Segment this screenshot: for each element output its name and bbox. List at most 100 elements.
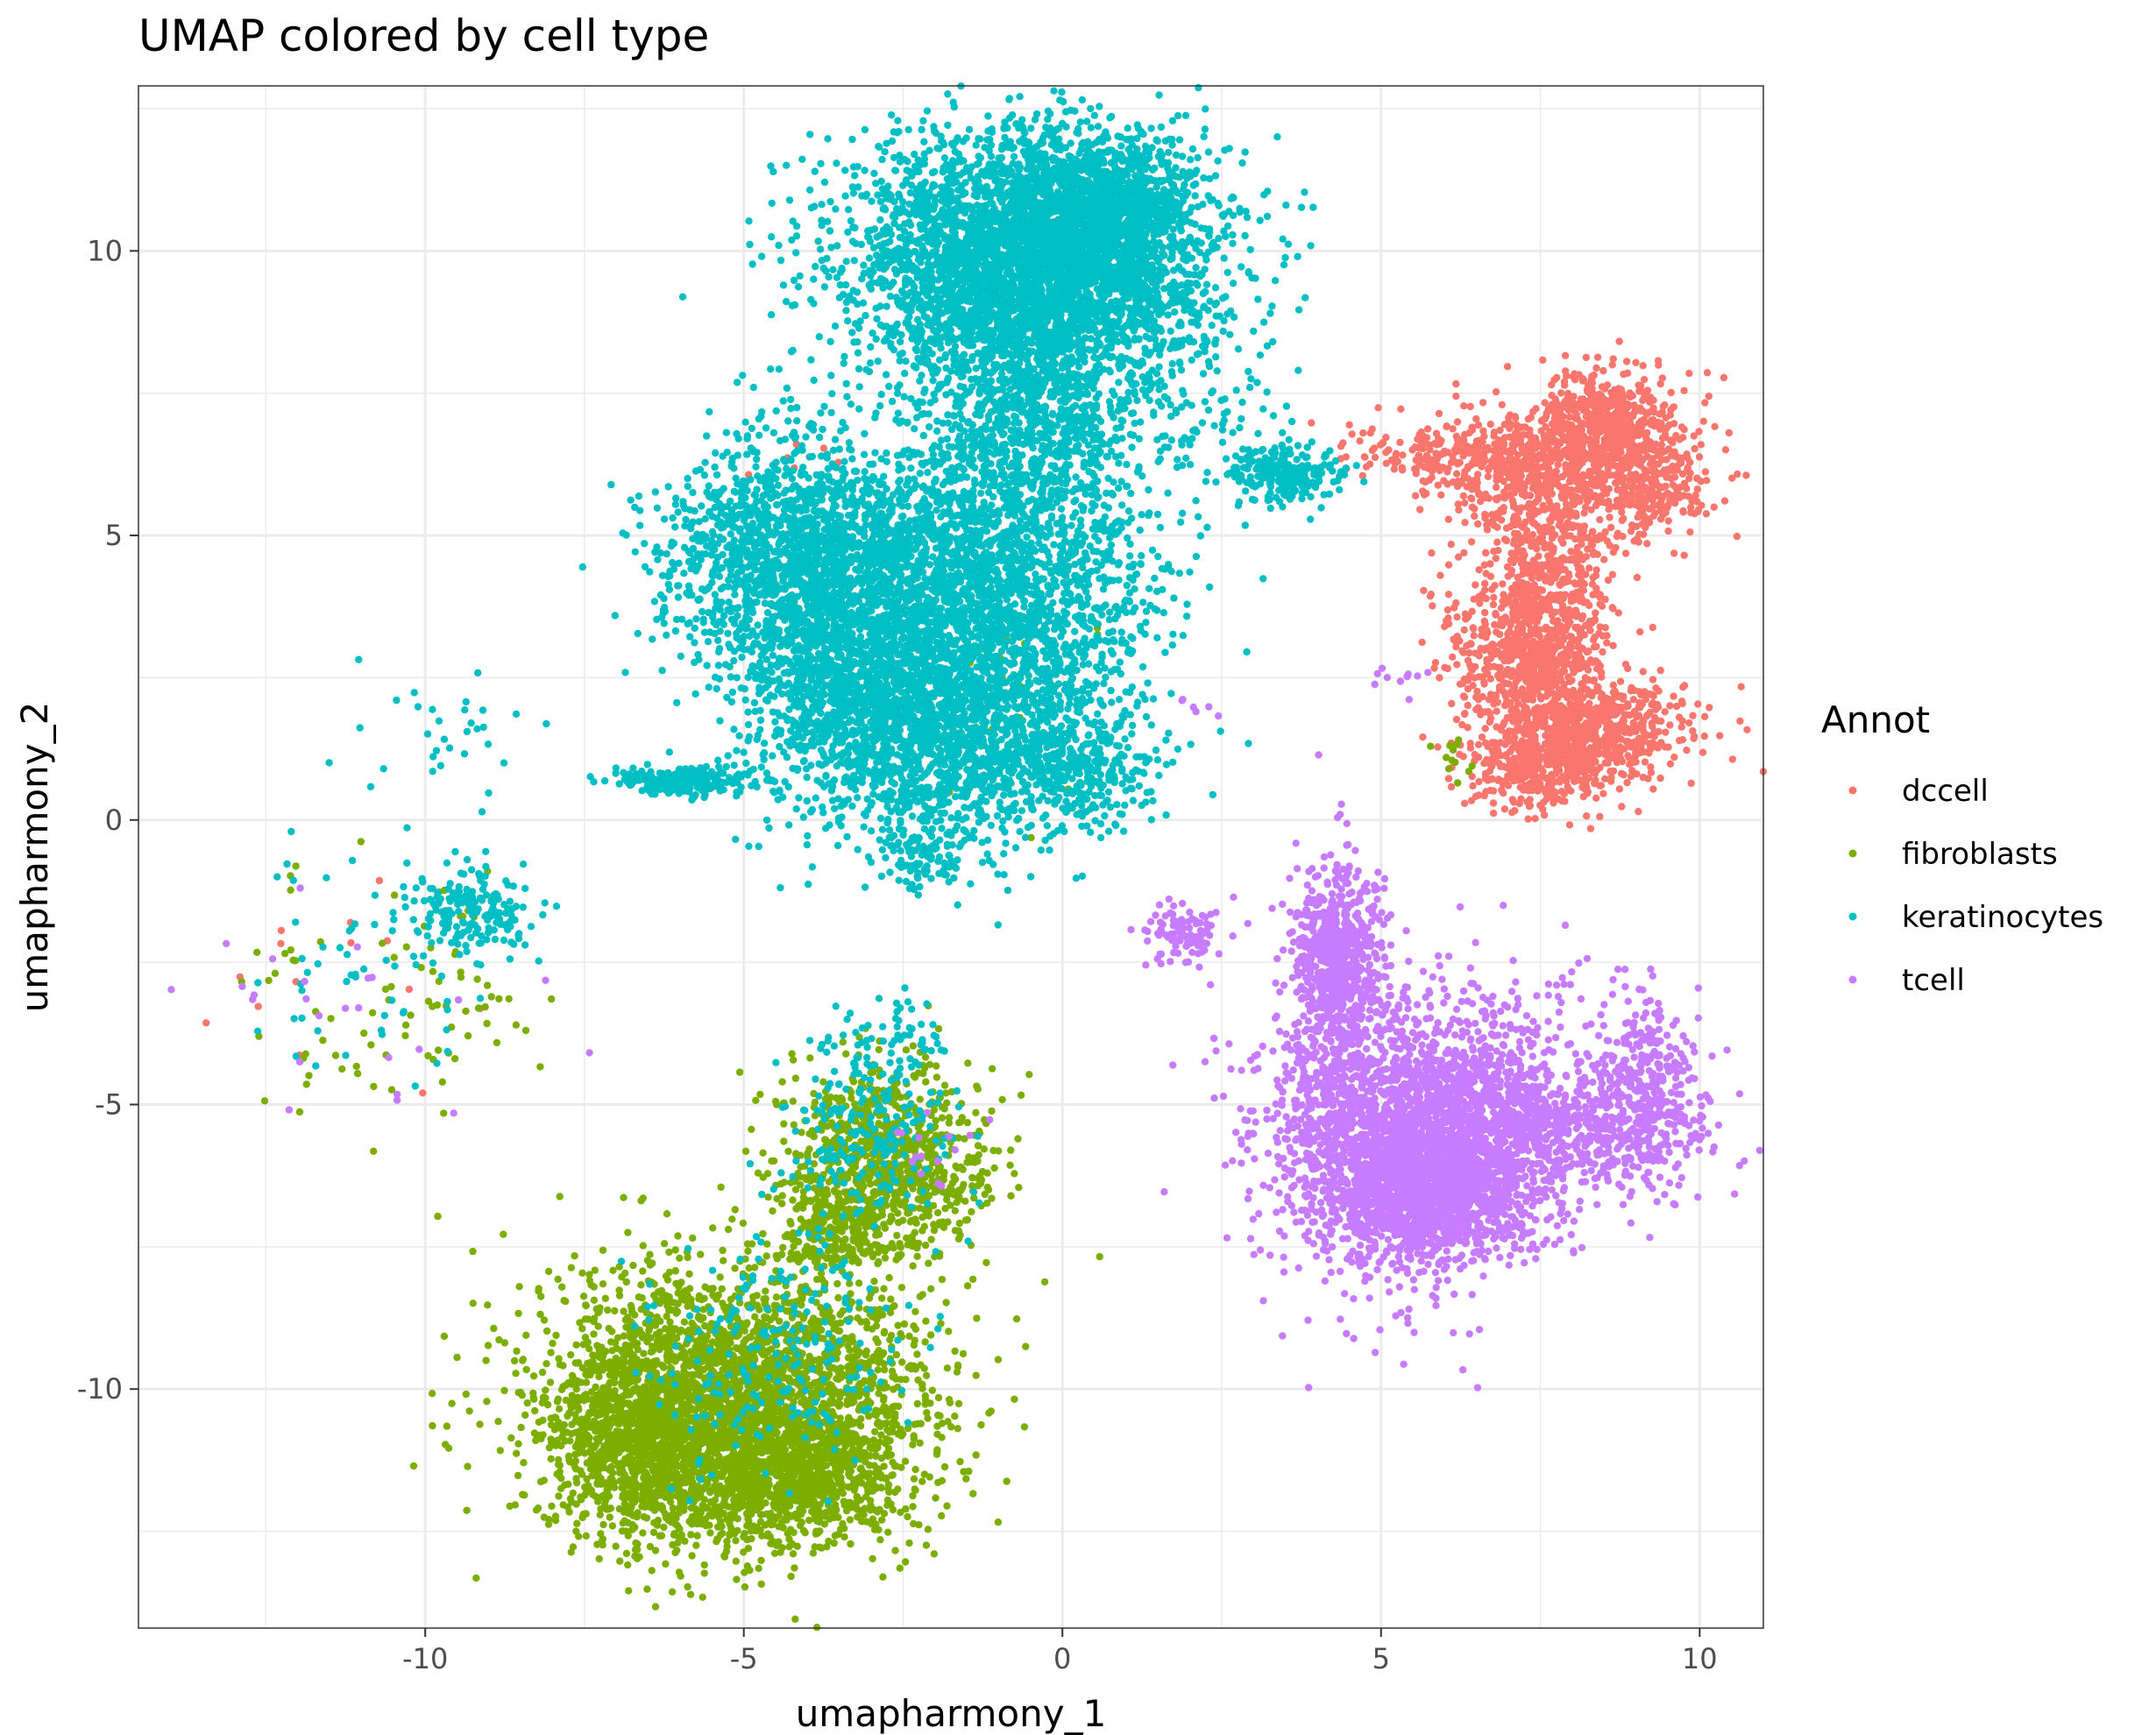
point-fibroblasts: [578, 1269, 586, 1278]
point-dccell: [1542, 692, 1550, 700]
point-dccell: [1649, 502, 1657, 511]
point-dccell: [1592, 571, 1600, 579]
point-dccell: [1569, 499, 1577, 507]
point-dccell: [1626, 393, 1635, 401]
point-fibroblasts: [938, 1512, 946, 1520]
point-dccell: [1508, 809, 1516, 817]
point-dccell: [1526, 796, 1534, 804]
point-dccell: [1639, 362, 1647, 370]
point-dccell: [1543, 409, 1550, 417]
point-dccell: [1548, 381, 1556, 389]
point-dccell: [1513, 581, 1521, 590]
point-dccell: [1475, 652, 1484, 660]
point-dccell: [1593, 683, 1601, 690]
point-dccell: [1685, 719, 1693, 727]
point-dccell: [1513, 706, 1521, 714]
point-fibroblasts: [927, 1285, 935, 1293]
point-dccell: [1490, 428, 1499, 436]
point-dccell: [1430, 457, 1438, 466]
point-dccell: [1555, 521, 1564, 529]
point-dccell: [1565, 413, 1574, 421]
point-dccell: [1449, 478, 1457, 486]
point-dccell: [1493, 663, 1502, 671]
point-dccell: [1656, 515, 1665, 523]
point-dccell: [1504, 641, 1512, 648]
point-dccell: [1481, 511, 1490, 519]
point-dccell: [1677, 423, 1686, 431]
point-dccell: [1683, 747, 1691, 754]
point-dccell: [1460, 710, 1469, 719]
point-dccell: [1607, 777, 1615, 785]
point-fibroblasts: [945, 1328, 953, 1335]
point-dccell: [1493, 509, 1501, 518]
point-dccell: [1419, 477, 1427, 485]
point-fibroblasts: [676, 1254, 684, 1263]
point-dccell: [1549, 648, 1557, 656]
point-dccell: [1548, 392, 1556, 400]
point-dccell: [1605, 734, 1613, 742]
point-fibroblasts: [469, 1247, 477, 1256]
point-dccell: [1541, 811, 1549, 819]
point-dccell: [1599, 366, 1607, 375]
point-dccell: [1487, 755, 1495, 763]
point-dccell: [1505, 456, 1513, 464]
point-fibroblasts: [1011, 1395, 1018, 1404]
point-dccell: [1611, 725, 1619, 733]
point-dccell: [1467, 538, 1476, 546]
point-dccell: [1487, 649, 1495, 657]
point-dccell: [1635, 734, 1644, 742]
point-dccell: [1499, 580, 1507, 588]
point-fibroblasts: [548, 1502, 556, 1511]
point-dccell: [1471, 505, 1479, 513]
point-dccell: [1527, 466, 1535, 474]
point-dccell: [1578, 374, 1586, 383]
point-dccell: [1459, 753, 1467, 761]
point-dccell: [1541, 649, 1550, 657]
point-fibroblasts: [833, 1320, 840, 1328]
point-dccell: [1591, 634, 1599, 641]
point-dccell: [1652, 683, 1660, 692]
point-dccell: [1486, 560, 1494, 568]
point-dccell: [1532, 455, 1541, 463]
point-dccell: [1677, 723, 1685, 731]
point-fibroblasts: [429, 1421, 436, 1430]
point-fibroblasts: [871, 1427, 879, 1436]
point-dccell: [1672, 452, 1680, 460]
point-dccell: [1524, 668, 1532, 676]
point-dccell: [1502, 492, 1510, 500]
point-dccell: [1632, 725, 1640, 733]
point-dccell: [1575, 551, 1583, 559]
point-dccell: [1553, 711, 1561, 719]
point-fibroblasts: [639, 1242, 647, 1250]
point-dccell: [1591, 715, 1599, 724]
point-dccell: [1543, 491, 1551, 499]
point-dccell: [1397, 405, 1405, 413]
point-dccell: [1474, 696, 1483, 704]
point-dccell: [1603, 639, 1611, 647]
point-fibroblasts: [513, 1347, 521, 1356]
point-dccell: [1573, 493, 1581, 501]
point-dccell: [1456, 680, 1465, 688]
point-dccell: [1600, 485, 1608, 493]
point-dccell: [1677, 698, 1686, 705]
point-dccell: [1489, 600, 1498, 609]
point-dccell: [1643, 386, 1652, 394]
point-fibroblasts: [448, 1399, 456, 1407]
point-dccell: [1613, 388, 1621, 397]
point-dccell: [1507, 421, 1515, 428]
point-dccell: [1478, 632, 1486, 640]
point-dccell: [1514, 424, 1523, 433]
point-dccell: [1447, 541, 1456, 549]
point-dccell: [1574, 452, 1582, 460]
point-dccell: [1541, 662, 1550, 670]
point-dccell: [1596, 812, 1604, 821]
point-dccell: [1628, 684, 1635, 692]
point-dccell: [1524, 815, 1532, 823]
point-fibroblasts: [665, 1248, 673, 1257]
point-fibroblasts: [529, 1389, 537, 1398]
point-dccell: [1552, 413, 1560, 421]
point-dccell: [1538, 416, 1546, 425]
point-dccell: [1562, 506, 1570, 513]
point-dccell: [1637, 486, 1645, 495]
point-dccell: [1526, 473, 1534, 481]
